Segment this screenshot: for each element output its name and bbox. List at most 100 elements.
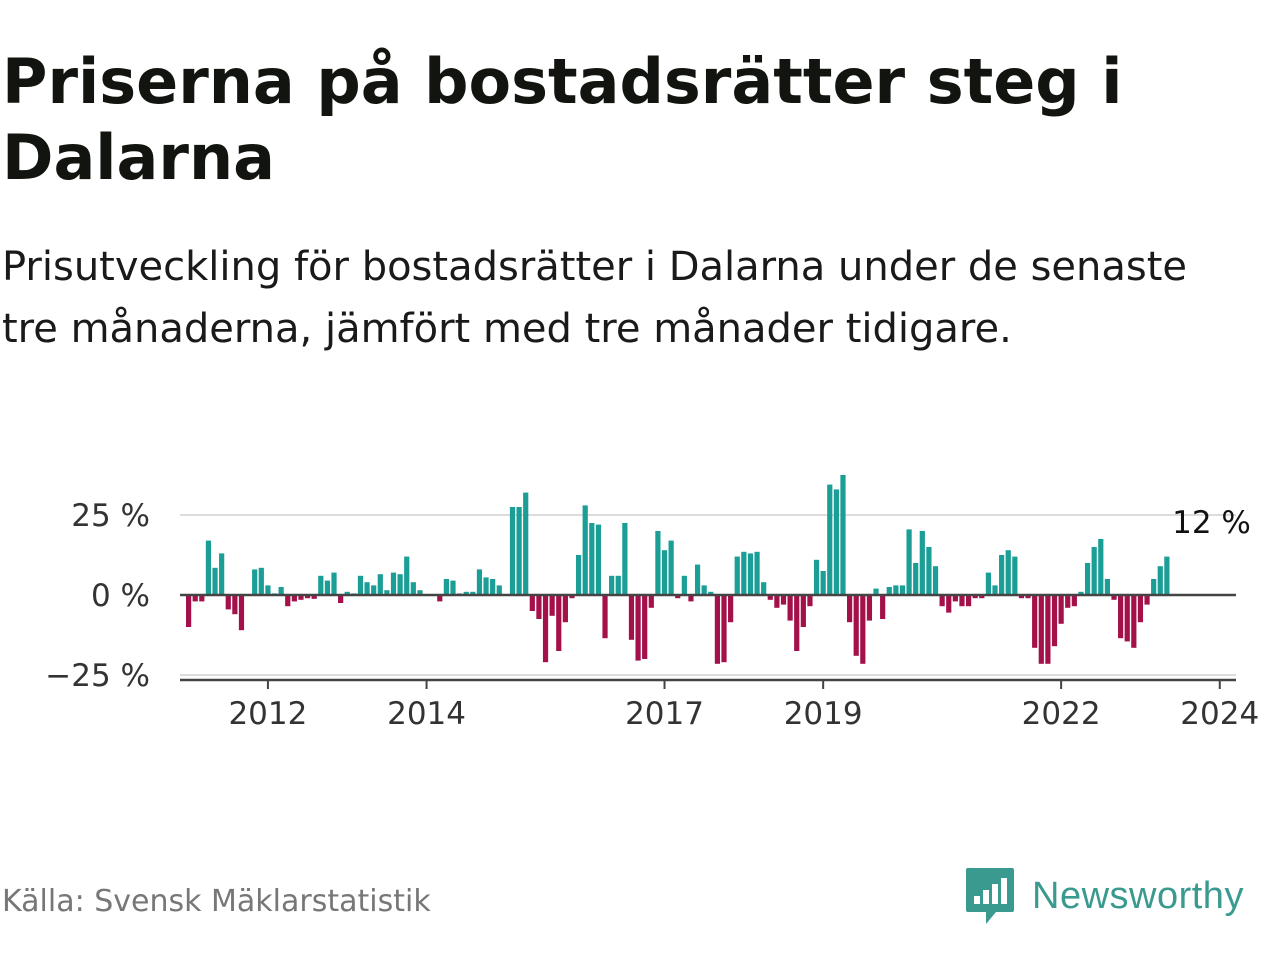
y-tick-label: 25 % (71, 498, 150, 534)
bar (919, 531, 925, 595)
bar (979, 595, 985, 599)
bar (1144, 595, 1150, 605)
bar (1071, 595, 1077, 607)
bar (463, 591, 469, 595)
bar (840, 475, 846, 595)
bar (728, 595, 734, 623)
bar (880, 595, 886, 619)
x-tick-label: 2022 (1022, 696, 1101, 732)
bar (602, 595, 608, 639)
chart-subtitle: Prisutveckling för bostadsrätter i Dalar… (2, 244, 1188, 352)
bar (1137, 595, 1144, 623)
bar (747, 553, 754, 595)
bar (668, 540, 674, 595)
bar (285, 595, 291, 607)
bar (1111, 595, 1117, 600)
bar (1104, 579, 1110, 595)
last-value-label: 12 % (1172, 505, 1251, 541)
bar (721, 595, 727, 663)
bar (186, 595, 192, 627)
bar (338, 595, 344, 603)
bar (873, 588, 879, 595)
bar-layer (186, 475, 1170, 664)
bar (1038, 595, 1044, 664)
bar (1118, 595, 1124, 639)
bar (813, 559, 820, 595)
bar (304, 595, 311, 599)
bar (549, 595, 555, 616)
bar (946, 595, 952, 613)
bar (860, 595, 866, 664)
bar (965, 595, 972, 607)
bar (238, 595, 245, 631)
bar (476, 569, 483, 595)
bar-chart: −25 % 0 % 25 % 2012 2014 2017 2019 2022 2024 12 % (45, 475, 1259, 732)
bar (496, 585, 502, 595)
bar (589, 523, 595, 595)
bar (364, 582, 370, 595)
bar (628, 595, 635, 640)
bar (1051, 595, 1058, 647)
bar (470, 591, 476, 595)
bar (258, 567, 264, 595)
bar (866, 595, 873, 621)
source-note: Källa: Svensk Mäklarstatistik (2, 884, 431, 919)
label-layer: −25 % 0 % 25 % 2012 2014 2017 2019 2022 2024 12 % (45, 498, 1259, 732)
bar (701, 585, 707, 595)
chart-title: Priserna på bostadsrätter steg i Dalarna (2, 45, 1123, 194)
bar (205, 540, 212, 595)
bar (642, 595, 648, 659)
bar (265, 585, 271, 595)
bar (490, 579, 496, 595)
bar (761, 582, 767, 595)
bar (357, 575, 364, 595)
bar (556, 595, 562, 651)
bar (774, 595, 780, 608)
bar (298, 595, 304, 600)
bar (483, 577, 489, 595)
brand-logo[interactable]: Newsworthy (964, 864, 1244, 928)
bar (820, 571, 826, 595)
bar (1025, 595, 1031, 599)
bar (219, 553, 225, 595)
bar (708, 591, 714, 595)
bar (575, 555, 582, 595)
bar (794, 595, 800, 651)
bar (780, 595, 787, 605)
bar (404, 556, 410, 595)
bar (1124, 595, 1130, 642)
bar (827, 484, 833, 595)
bar (377, 574, 383, 595)
bar (523, 492, 529, 595)
bar (344, 591, 350, 595)
x-tick-label: 2017 (625, 696, 704, 732)
bar (1058, 595, 1064, 624)
bar (542, 595, 549, 663)
bar (853, 595, 859, 656)
bar (787, 595, 793, 621)
bar (595, 524, 602, 595)
bar (906, 529, 912, 595)
axis-layer (180, 593, 1236, 689)
bar (655, 531, 661, 595)
bar (734, 556, 740, 595)
bar (926, 547, 932, 595)
bar (410, 582, 416, 595)
newsworthy-logo-icon (966, 868, 1014, 924)
bar (615, 575, 621, 595)
bar (847, 595, 853, 623)
bar (932, 566, 939, 595)
bar (913, 563, 919, 595)
grid-layer (180, 514, 1236, 676)
bar (509, 507, 516, 595)
bar (569, 595, 575, 599)
bar (324, 580, 331, 595)
bar (800, 595, 806, 627)
bar (318, 575, 324, 595)
x-tick-label: 2024 (1180, 696, 1259, 732)
bar (609, 575, 615, 595)
bar (384, 590, 390, 595)
bar (1018, 595, 1025, 599)
bar (754, 551, 760, 595)
bar (688, 595, 694, 602)
